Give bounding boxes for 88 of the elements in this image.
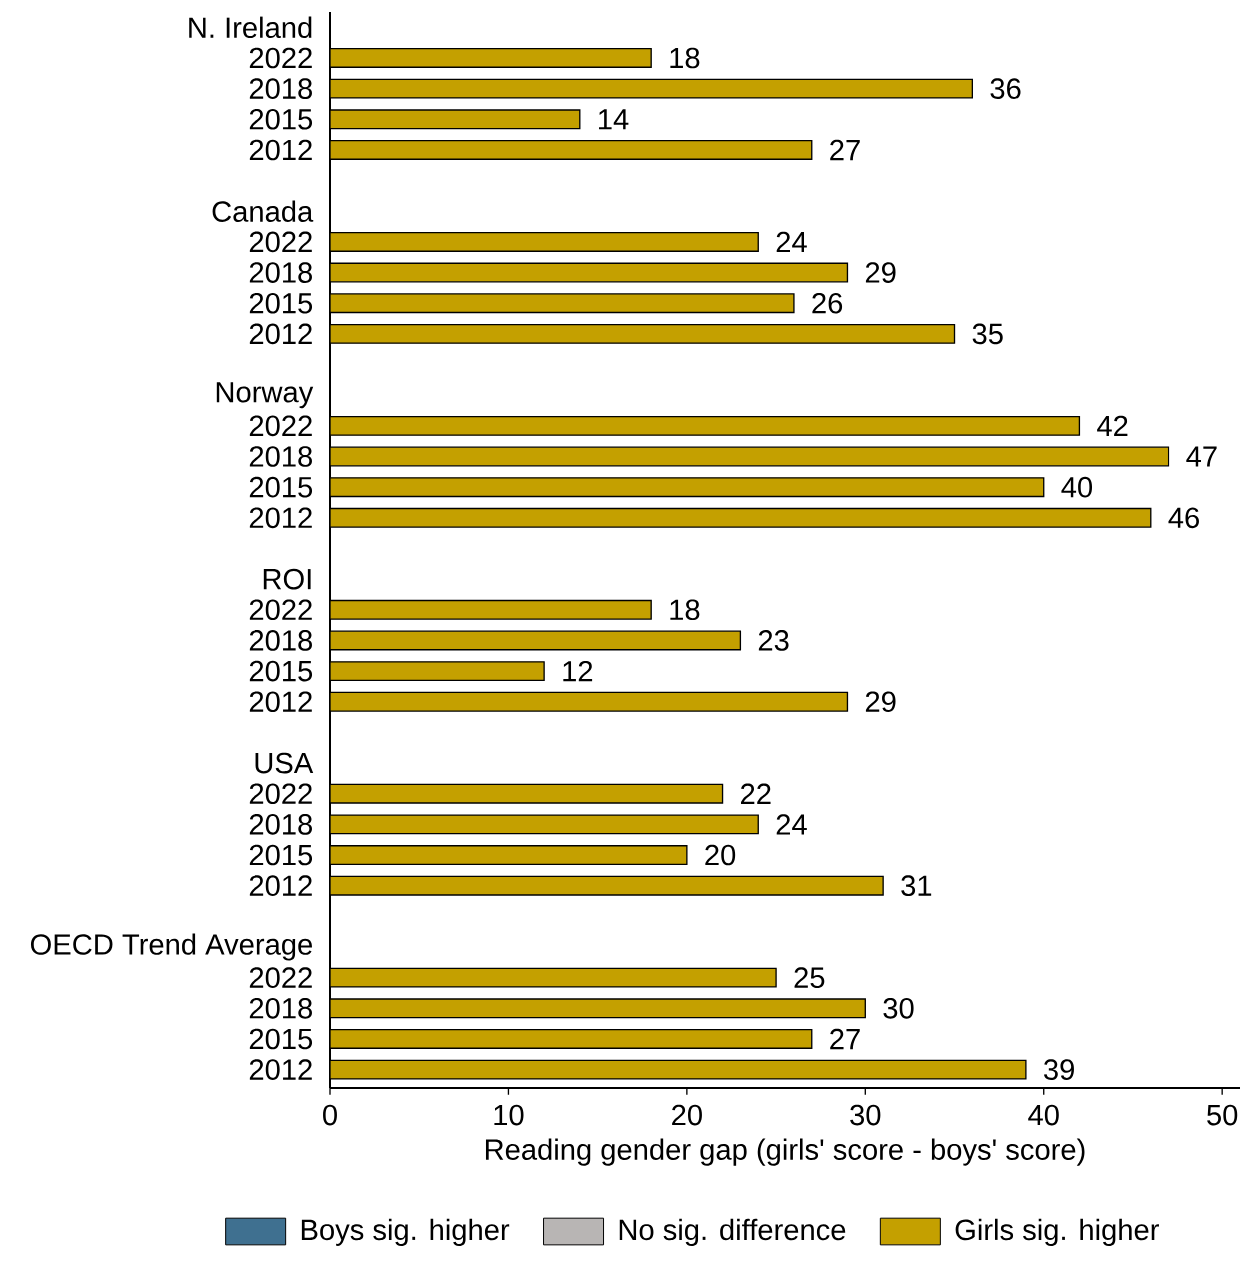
data-label: 27 bbox=[830, 139, 860, 161]
y-tick-label: 2022 bbox=[249, 415, 312, 437]
data-label: 18 bbox=[670, 599, 700, 621]
data-label: 42 bbox=[1097, 415, 1128, 437]
y-tick-label: 2012 bbox=[249, 139, 312, 161]
y-tick-label: 2018 bbox=[249, 446, 312, 467]
y-tick-label: 2012 bbox=[249, 875, 312, 897]
data-label: 25 bbox=[794, 967, 825, 988]
y-tick-label: 2012 bbox=[249, 507, 312, 529]
y-tick-label: 2012 bbox=[249, 323, 312, 345]
bar bbox=[330, 630, 742, 651]
data-label: 36 bbox=[990, 78, 1021, 99]
bar bbox=[330, 231, 759, 252]
data-label: 14 bbox=[599, 109, 629, 130]
data-label: 29 bbox=[865, 262, 896, 283]
data-label: 47 bbox=[1186, 446, 1217, 467]
y-tick-label: 2018 bbox=[249, 262, 312, 283]
data-label: 31 bbox=[901, 875, 932, 897]
bar bbox=[330, 507, 1152, 528]
y-tick-label: Norway bbox=[216, 382, 314, 409]
y-tick-label: 2018 bbox=[249, 814, 312, 835]
data-label: 18 bbox=[670, 47, 700, 69]
bar bbox=[330, 875, 884, 896]
y-tick-label: Canada bbox=[212, 200, 314, 222]
data-label: 35 bbox=[972, 323, 1003, 345]
data-label: 39 bbox=[1044, 1059, 1074, 1080]
x-axis-title: Reading gender gap (girls' score - boys' score) bbox=[485, 1138, 1085, 1166]
x-tick-label: 10 bbox=[494, 1104, 524, 1126]
bar bbox=[330, 691, 849, 712]
y-tick-label: N. Ireland bbox=[189, 16, 312, 39]
x-tick-label: 50 bbox=[1207, 1104, 1238, 1126]
bar bbox=[330, 446, 1170, 467]
bar bbox=[330, 967, 777, 988]
bar bbox=[330, 48, 652, 68]
y-tick-label: 2022 bbox=[249, 783, 312, 805]
bar bbox=[330, 323, 956, 344]
x-tick-label: 0 bbox=[323, 1104, 337, 1126]
y-tick-label: 2015 bbox=[249, 660, 313, 682]
y-tick-label: 2012 bbox=[249, 1059, 312, 1080]
data-label: 27 bbox=[830, 1028, 860, 1050]
data-label: 26 bbox=[812, 292, 843, 314]
y-tick-label: 2015 bbox=[249, 292, 313, 314]
bar bbox=[330, 262, 849, 283]
bar bbox=[330, 109, 581, 130]
data-label: 20 bbox=[705, 844, 736, 866]
y-tick-label: 2018 bbox=[249, 997, 312, 1019]
y-tick-label: 2015 bbox=[249, 844, 313, 866]
y-tick-label: 2022 bbox=[249, 599, 312, 621]
x-tick-label: 30 bbox=[850, 1104, 881, 1126]
x-tick-label: 20 bbox=[672, 1104, 702, 1126]
y-tick-label: 2012 bbox=[249, 691, 312, 713]
x-tick-label: 40 bbox=[1028, 1104, 1059, 1126]
y-tick-label: 2018 bbox=[249, 78, 312, 99]
bar bbox=[330, 477, 1045, 498]
bar bbox=[330, 139, 813, 160]
data-label: 12 bbox=[563, 660, 593, 682]
legend-label: No sig. difference bbox=[619, 1218, 846, 1246]
bar bbox=[330, 293, 795, 314]
bar bbox=[330, 661, 545, 682]
data-label: 23 bbox=[758, 630, 789, 651]
y-tick-label: 2015 bbox=[249, 108, 313, 130]
bar bbox=[330, 998, 866, 1019]
bar bbox=[330, 783, 724, 804]
data-label: 24 bbox=[776, 814, 807, 835]
y-tick-label: ROI bbox=[263, 568, 311, 590]
bar bbox=[330, 1028, 813, 1049]
y-tick-label: 2018 bbox=[249, 630, 312, 651]
y-tick-label: 2022 bbox=[249, 967, 312, 988]
y-tick-label: 2022 bbox=[249, 231, 312, 253]
bar bbox=[330, 599, 652, 620]
bar bbox=[330, 845, 688, 865]
y-tick-label: OECD Trend Average bbox=[30, 933, 312, 961]
y-tick-label: 2022 bbox=[249, 47, 312, 69]
bar bbox=[330, 78, 974, 99]
bar bbox=[330, 415, 1081, 436]
legend-label: Boys sig. higher bbox=[301, 1218, 510, 1246]
data-label: 40 bbox=[1061, 476, 1093, 498]
legend-label: Girls sig. higher bbox=[955, 1218, 1159, 1246]
data-label: 29 bbox=[865, 691, 896, 713]
bar bbox=[330, 1059, 1027, 1080]
y-tick-label: 2015 bbox=[249, 1028, 313, 1050]
data-label: 22 bbox=[741, 783, 771, 804]
y-tick-label: 2015 bbox=[249, 476, 313, 498]
bar bbox=[330, 814, 759, 835]
data-label: 46 bbox=[1168, 507, 1199, 529]
data-label: 30 bbox=[883, 997, 914, 1019]
y-tick-label: USA bbox=[255, 752, 314, 774]
data-label: 24 bbox=[776, 231, 807, 253]
